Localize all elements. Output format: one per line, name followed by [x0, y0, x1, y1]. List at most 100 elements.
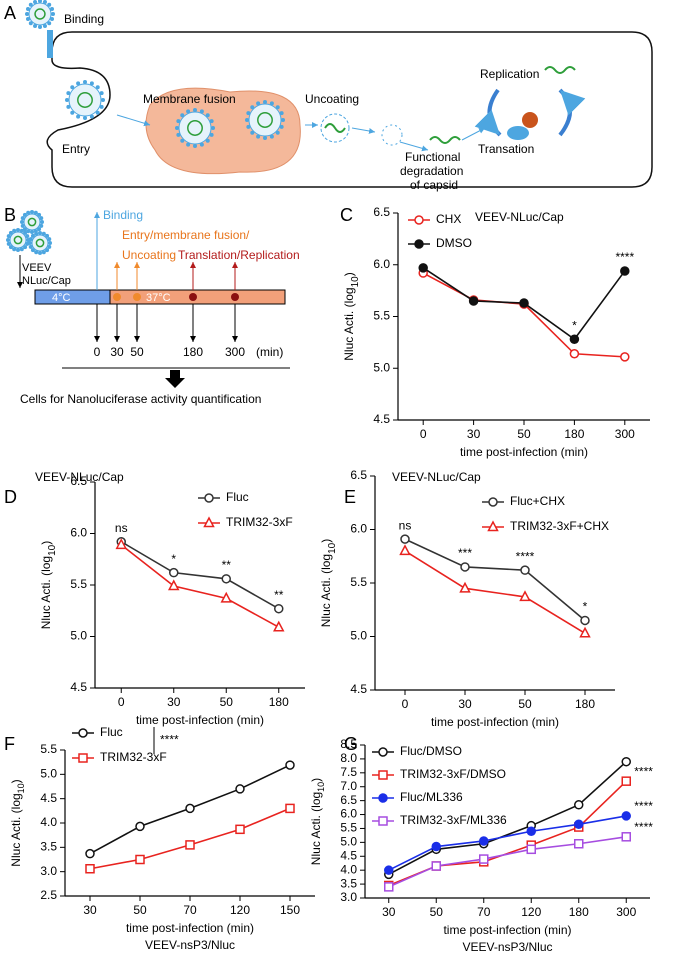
dot — [113, 293, 121, 301]
legend-label: Fluc/DMSO — [400, 744, 462, 758]
x-tick-label: 50 — [518, 697, 532, 711]
legend-label: TRIM32-3xF/ML336 — [400, 813, 507, 827]
point — [526, 826, 536, 836]
spike — [51, 12, 55, 16]
spike — [89, 114, 94, 119]
point — [384, 865, 394, 875]
spike — [47, 244, 52, 249]
label: (min) — [256, 345, 283, 359]
point — [621, 756, 631, 767]
ribosome — [507, 126, 529, 140]
cell-outline — [46, 31, 653, 188]
series-line — [404, 538, 586, 622]
y-tick-label: 6.5 — [350, 468, 367, 482]
spike — [38, 251, 42, 255]
point — [520, 565, 530, 575]
warm-phase — [109, 289, 286, 305]
spike — [28, 21, 33, 26]
point — [468, 296, 479, 306]
significance: **** — [160, 733, 179, 747]
spike — [26, 229, 31, 234]
y-axis-label: Nluc Acti. (log10) — [9, 779, 26, 866]
spike — [199, 142, 204, 147]
panel-letter: A — [4, 3, 16, 23]
spike — [176, 132, 181, 137]
label: Transation — [478, 142, 534, 156]
y-tick-label: 4.5 — [340, 848, 357, 862]
point — [579, 626, 591, 638]
y-axis-label-part: ) — [342, 272, 356, 276]
y-tick-label: 7.0 — [340, 779, 357, 793]
arrow — [461, 127, 486, 141]
spike — [38, 25, 42, 29]
y-tick-label: 5.5 — [340, 821, 357, 835]
point — [185, 803, 195, 814]
x-axis-label: time post-infection (min) — [136, 713, 264, 727]
label: 30 — [110, 345, 124, 359]
point — [78, 728, 88, 738]
point — [460, 562, 470, 572]
point — [620, 266, 630, 276]
spike — [275, 105, 280, 110]
y-tick-label: 4.5 — [40, 791, 57, 805]
spike — [50, 7, 55, 12]
spike — [34, 250, 39, 255]
spike — [47, 21, 52, 26]
cycle-arrow — [558, 88, 586, 137]
spike — [101, 98, 105, 102]
label: Entry/membrane fusion/ — [122, 228, 250, 242]
virion — [68, 83, 102, 117]
spike — [16, 228, 20, 232]
panel-b: B VEEV NLuc/Cap 4°C 37°C Binding Entry/m… — [4, 205, 300, 406]
y-axis-label-part: Nluc Acti. (log — [39, 556, 53, 629]
spike — [6, 234, 11, 239]
series-line — [388, 761, 627, 876]
spike — [12, 228, 17, 233]
spike — [245, 118, 249, 122]
spike — [66, 104, 71, 109]
spike — [25, 16, 30, 21]
legend-label: CHX — [436, 212, 461, 226]
label: Translation/Replication — [178, 248, 300, 262]
y-tick-label: 6.5 — [373, 205, 390, 219]
arrow — [116, 114, 151, 127]
point — [569, 349, 580, 359]
label: VEEV — [22, 262, 52, 274]
chart-title: VEEV-NLuc/Cap — [392, 470, 481, 484]
y-tick-label: 2.5 — [40, 888, 57, 902]
point — [204, 493, 214, 503]
label: 37°C — [146, 292, 171, 304]
legend-label: Fluc — [100, 725, 123, 739]
point — [418, 263, 428, 273]
point — [479, 836, 489, 846]
spike — [180, 138, 185, 143]
series-line — [404, 550, 586, 634]
chart-title: VEEV-NLuc/Cap — [475, 210, 564, 224]
cycle-arrow — [474, 88, 502, 137]
spike — [12, 247, 17, 252]
y-axis-label-part: ) — [9, 779, 23, 783]
x-tick-label: 30 — [467, 427, 481, 441]
significance: * — [583, 600, 588, 614]
spike — [23, 245, 28, 250]
label: 4°C — [52, 292, 71, 304]
y-axis-label-part: Nluc Acti. (log — [309, 792, 323, 865]
y-tick-label: 7.5 — [340, 765, 357, 779]
x-tick-label: 70 — [183, 903, 197, 917]
panel-letter: D — [4, 487, 17, 507]
spike — [19, 247, 24, 252]
spike — [41, 231, 46, 236]
point — [378, 747, 388, 757]
dot — [133, 293, 141, 301]
spike — [25, 234, 30, 239]
spike — [16, 248, 20, 252]
spike — [34, 231, 39, 236]
x-tick-label: 0 — [402, 697, 409, 711]
core — [77, 92, 93, 108]
spike — [39, 223, 44, 228]
y-axis-label: Nluc Acti. (log10) — [342, 272, 361, 360]
point — [621, 832, 631, 842]
point — [526, 844, 536, 855]
core — [34, 8, 46, 20]
